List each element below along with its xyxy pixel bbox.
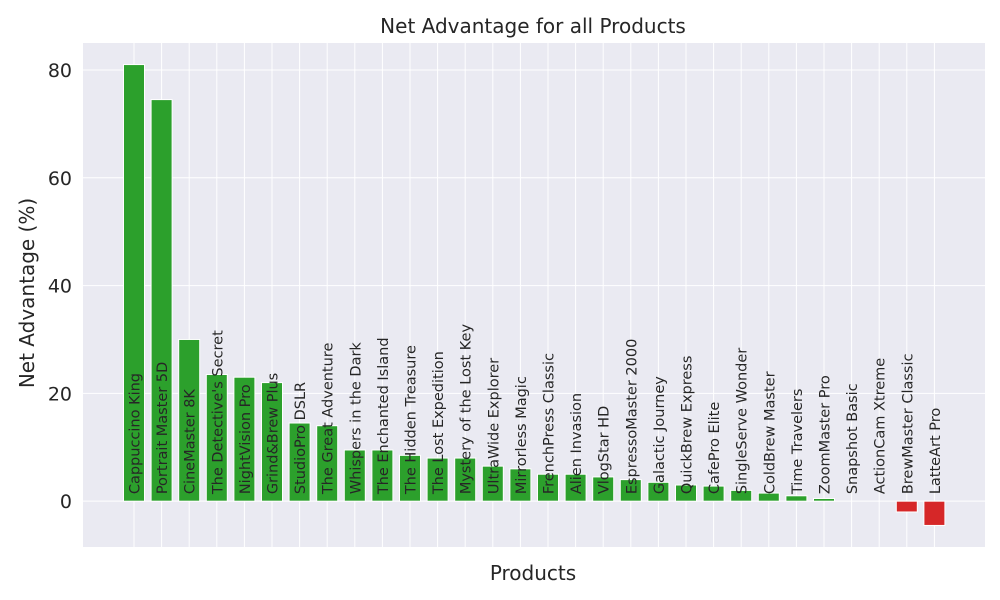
y-tick-label: 60 — [48, 168, 72, 190]
bar-label: CafePro Elite — [707, 402, 723, 495]
bar-label: Time Travelers — [790, 389, 806, 496]
bar — [675, 484, 697, 502]
x-axis-label: Products — [490, 561, 576, 585]
bar — [150, 99, 173, 502]
bar — [730, 489, 753, 502]
bar-label: Whispers in the Dark — [348, 342, 364, 495]
bar — [288, 422, 311, 502]
plot-area — [83, 43, 985, 547]
bar-label: LatteArt Pro — [928, 408, 944, 495]
bar — [343, 449, 366, 502]
bar — [895, 500, 918, 513]
bar-label: UltraWide Explorer — [486, 358, 502, 494]
bar — [233, 376, 256, 502]
y-tick-label: 0 — [60, 491, 72, 513]
bar-label: Cappuccino King — [128, 373, 144, 494]
bar-label: Mystery of the Lost Key — [459, 324, 475, 495]
bar — [454, 457, 477, 502]
bar-label: FrenchPress Classic — [542, 353, 558, 494]
bar-label: The Detective's Secret — [210, 330, 226, 495]
bar-label: Snapshot Basic — [845, 383, 861, 494]
bar — [371, 449, 394, 502]
bar — [123, 64, 145, 502]
bar — [702, 485, 725, 502]
bar — [564, 473, 587, 502]
bar-label: The Great Adventure — [321, 343, 337, 496]
bar-label: ColdBrew Master — [762, 371, 778, 494]
bar — [481, 465, 504, 502]
bar-label: The Enchanted Island — [376, 337, 392, 495]
bar — [537, 473, 559, 502]
bar-label: The Lost Expedition — [431, 351, 447, 495]
bar-label: Galactic Journey — [652, 376, 668, 494]
bar — [261, 382, 283, 502]
bar — [426, 457, 449, 502]
bars — [123, 64, 946, 526]
bar-label: VlogStar HD — [597, 406, 613, 494]
y-axis-label: Net Advantage (%) — [15, 198, 39, 388]
bar — [178, 338, 201, 502]
bar — [757, 492, 780, 502]
bar-label: NightVision Pro — [238, 384, 254, 494]
bar-label: The Hidden Treasure — [404, 345, 420, 495]
bar-label: QuickBrew Express — [680, 356, 696, 495]
bar-label: Portrait Master 5D — [155, 362, 171, 494]
bar — [785, 495, 808, 502]
bar-label: SingleServe Wonder — [735, 348, 751, 494]
bar — [647, 481, 670, 502]
bar — [923, 500, 946, 526]
bar — [399, 454, 421, 502]
bar-label: Grind&Brew Plus — [266, 373, 282, 494]
bar — [592, 476, 615, 502]
bar-label: ActionCam Xtreme — [873, 358, 889, 494]
bar — [316, 425, 339, 502]
bar-label: Alien Invasion — [569, 393, 585, 494]
bar-label: ZoomMaster Pro — [818, 375, 834, 494]
bar-labels: Cappuccino King Portrait Master 5D CineMas… — [128, 324, 944, 496]
bar-label: CineMaster 8K — [183, 389, 199, 495]
chart-title: Net Advantage for all Products — [380, 14, 686, 38]
y-tick-labels: 0 20 40 60 80 — [48, 60, 72, 513]
bar-label: Mirrorless Magic — [514, 376, 530, 494]
y-tick-label: 20 — [48, 383, 72, 405]
bar-label: EspressoMaster 2000 — [624, 339, 640, 495]
bar-label: BrewMaster Classic — [900, 354, 916, 495]
bar — [813, 497, 835, 502]
bar-label: StudioPro DSLR — [293, 382, 309, 494]
y-tick-label: 80 — [48, 60, 72, 82]
bar — [619, 479, 642, 502]
bar — [509, 468, 532, 502]
bar — [205, 374, 228, 502]
y-tick-label: 40 — [48, 276, 72, 298]
